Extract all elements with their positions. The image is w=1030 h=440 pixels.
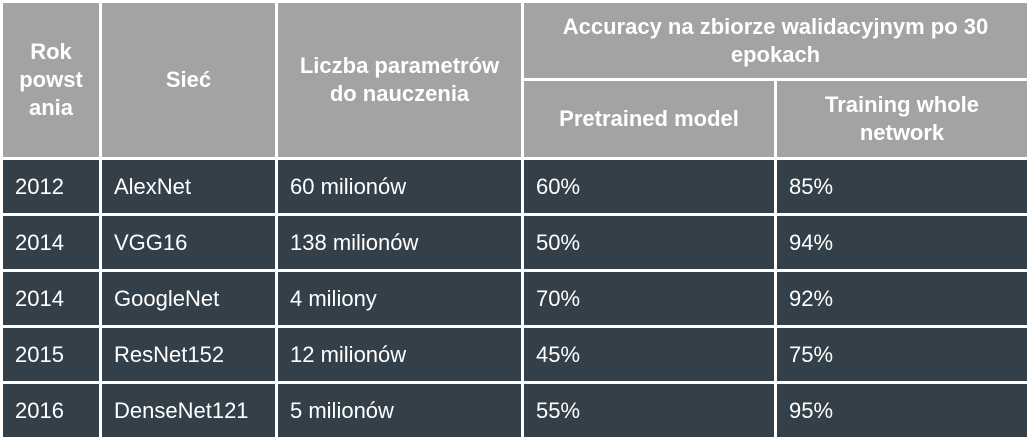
cell-pretrained: 70% bbox=[524, 272, 774, 325]
cell-params: 5 milionów bbox=[278, 384, 521, 437]
cell-whole-network: 85% bbox=[777, 160, 1027, 213]
cell-params: 138 milionów bbox=[278, 216, 521, 269]
cell-params: 12 milionów bbox=[278, 328, 521, 381]
header-pretrained: Pretrained model bbox=[524, 81, 774, 157]
header-params: Liczba parametrów do nauczenia bbox=[278, 3, 521, 157]
cell-network: DenseNet121 bbox=[102, 384, 275, 437]
cell-pretrained: 60% bbox=[524, 160, 774, 213]
cell-pretrained: 55% bbox=[524, 384, 774, 437]
table-row: 2012 AlexNet 60 milionów 60% 85% bbox=[3, 160, 1027, 213]
cell-network: GoogleNet bbox=[102, 272, 275, 325]
cell-pretrained: 45% bbox=[524, 328, 774, 381]
cell-year: 2015 bbox=[3, 328, 99, 381]
cell-year: 2016 bbox=[3, 384, 99, 437]
header-year: Rok powst ania bbox=[3, 3, 99, 157]
table-row: 2016 DenseNet121 5 milionów 55% 95% bbox=[3, 384, 1027, 437]
cell-whole-network: 95% bbox=[777, 384, 1027, 437]
cell-whole-network: 94% bbox=[777, 216, 1027, 269]
cell-year: 2014 bbox=[3, 272, 99, 325]
cell-params: 4 miliony bbox=[278, 272, 521, 325]
header-accuracy-group: Accuracy na zbiorze walidacyjnym po 30 e… bbox=[524, 3, 1027, 78]
table-row: 2014 VGG16 138 milionów 50% 94% bbox=[3, 216, 1027, 269]
cell-year: 2014 bbox=[3, 216, 99, 269]
cell-params: 60 milionów bbox=[278, 160, 521, 213]
cell-whole-network: 92% bbox=[777, 272, 1027, 325]
table-row: 2015 ResNet152 12 milionów 45% 75% bbox=[3, 328, 1027, 381]
cell-network: AlexNet bbox=[102, 160, 275, 213]
cell-year: 2012 bbox=[3, 160, 99, 213]
table-row: 2014 GoogleNet 4 miliony 70% 92% bbox=[3, 272, 1027, 325]
header-network: Sieć bbox=[102, 3, 275, 157]
cell-pretrained: 50% bbox=[524, 216, 774, 269]
cell-network: ResNet152 bbox=[102, 328, 275, 381]
cell-whole-network: 75% bbox=[777, 328, 1027, 381]
header-whole-network: Training whole network bbox=[777, 81, 1027, 157]
cell-network: VGG16 bbox=[102, 216, 275, 269]
